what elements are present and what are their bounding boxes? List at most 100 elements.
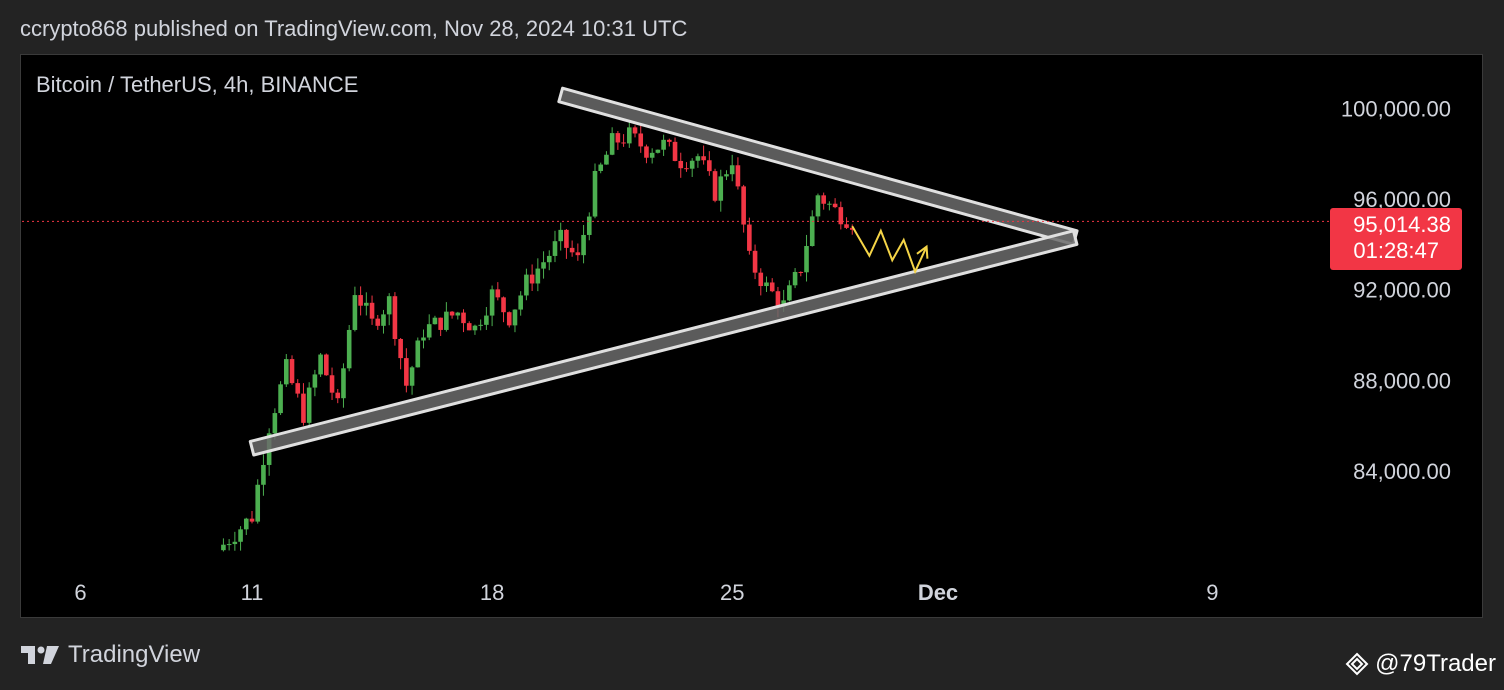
candle-body bbox=[449, 311, 455, 316]
candle-body bbox=[707, 160, 712, 172]
candle-body bbox=[546, 255, 552, 263]
candle-body bbox=[226, 544, 232, 546]
candle-body bbox=[729, 165, 735, 175]
candle-body bbox=[261, 464, 266, 485]
candle-body bbox=[358, 295, 363, 306]
projection-arrowhead-icon bbox=[916, 244, 929, 259]
price-tick-label: 96,000.00 bbox=[1353, 187, 1451, 212]
candle-body bbox=[329, 375, 335, 393]
time-axis[interactable]: 6 11 18 25 Dec 9 bbox=[74, 580, 1218, 605]
candle-body bbox=[684, 168, 689, 170]
candle-body bbox=[609, 133, 615, 155]
tradingview-logo-icon bbox=[21, 646, 59, 664]
candle-body bbox=[735, 165, 741, 187]
price-tick-label: 100,000.00 bbox=[1341, 97, 1451, 122]
candle-body bbox=[421, 337, 426, 341]
triangle-upper-trendline bbox=[557, 86, 1079, 246]
candle-body bbox=[724, 174, 729, 177]
price-badge-countdown: 01:28:47 bbox=[1353, 238, 1439, 263]
candle-body bbox=[747, 224, 752, 251]
tradingview-brand[interactable]: TradingView bbox=[20, 641, 200, 669]
candle-body bbox=[512, 309, 518, 326]
candle-body bbox=[798, 271, 804, 273]
projection-path-group[interactable] bbox=[851, 225, 929, 275]
price-badge: 95,014.38 01:28:47 bbox=[1330, 208, 1462, 270]
candle-body bbox=[809, 216, 815, 247]
candle-body bbox=[352, 295, 358, 330]
candle-body bbox=[289, 359, 295, 384]
candle-body bbox=[284, 359, 289, 385]
candle-body bbox=[478, 324, 483, 326]
candle-body bbox=[398, 339, 403, 359]
price-tick-label: 84,000.00 bbox=[1353, 459, 1451, 484]
candle-body bbox=[627, 127, 632, 144]
candle-body bbox=[466, 323, 472, 331]
candle-body bbox=[672, 141, 678, 161]
triangle-lower-trendline bbox=[248, 229, 1079, 457]
candle-body bbox=[472, 325, 478, 331]
triangle-pattern[interactable] bbox=[248, 86, 1079, 457]
candle-body bbox=[821, 195, 826, 204]
candle-body bbox=[392, 296, 398, 340]
candle-body bbox=[312, 374, 318, 388]
price-badge-bg bbox=[1330, 208, 1462, 270]
price-axis[interactable]: 84,000.00 88,000.00 92,000.00 96,000.00 100,… bbox=[1341, 97, 1451, 484]
candle-body bbox=[792, 271, 798, 286]
candle-body bbox=[815, 195, 821, 217]
candle-body bbox=[318, 354, 323, 375]
candle-body bbox=[243, 518, 249, 530]
candle-body bbox=[444, 311, 449, 330]
candle-body bbox=[838, 207, 844, 225]
candle-body bbox=[787, 285, 792, 301]
candle-body bbox=[558, 229, 563, 242]
candle-body bbox=[649, 152, 655, 158]
candle-body bbox=[404, 358, 409, 386]
candle-body bbox=[849, 227, 855, 230]
candle-body bbox=[369, 302, 375, 319]
candle-body bbox=[752, 250, 758, 273]
candle-body bbox=[426, 324, 432, 338]
candle-body bbox=[758, 272, 764, 287]
candle-body bbox=[409, 367, 415, 386]
price-tick-label: 92,000.00 bbox=[1353, 278, 1451, 303]
candle-body bbox=[678, 160, 684, 169]
candle-body bbox=[569, 247, 575, 253]
symbol-title: Bitcoin / TetherUS, 4h, BINANCE bbox=[36, 72, 358, 97]
candle-body bbox=[638, 133, 644, 147]
candle-body bbox=[238, 529, 243, 542]
candle-body bbox=[655, 149, 661, 153]
time-tick-label: 18 bbox=[480, 580, 504, 605]
candle-body bbox=[775, 291, 781, 307]
candle-body bbox=[575, 252, 581, 256]
candle-body bbox=[586, 216, 592, 235]
candle-body bbox=[438, 317, 443, 330]
candle-body bbox=[455, 312, 461, 316]
candle-body bbox=[301, 393, 306, 423]
candle-body bbox=[295, 383, 301, 394]
candle-body bbox=[644, 146, 649, 158]
candle-body bbox=[552, 241, 558, 256]
candle-body bbox=[375, 318, 381, 326]
candle-body bbox=[386, 296, 392, 315]
candle-body bbox=[535, 268, 541, 284]
binance-square-icon bbox=[1345, 652, 1369, 676]
candle-body bbox=[741, 186, 746, 225]
candle-body bbox=[489, 289, 495, 316]
tradingview-brand-label: TradingView bbox=[68, 641, 201, 668]
candle-body bbox=[364, 302, 369, 306]
candle-body bbox=[604, 154, 609, 165]
candles-group bbox=[221, 120, 855, 552]
candle-body bbox=[501, 297, 506, 313]
candle-body bbox=[335, 392, 341, 399]
candle-body bbox=[581, 234, 586, 256]
candle-body bbox=[324, 354, 329, 376]
candle-body bbox=[415, 340, 421, 368]
candle-body bbox=[832, 203, 838, 208]
candle-body bbox=[346, 329, 352, 369]
candle-body bbox=[769, 282, 775, 292]
candle-body bbox=[804, 246, 809, 273]
candle-body bbox=[272, 413, 278, 434]
candle-body bbox=[718, 176, 724, 201]
candle-body bbox=[249, 518, 255, 522]
